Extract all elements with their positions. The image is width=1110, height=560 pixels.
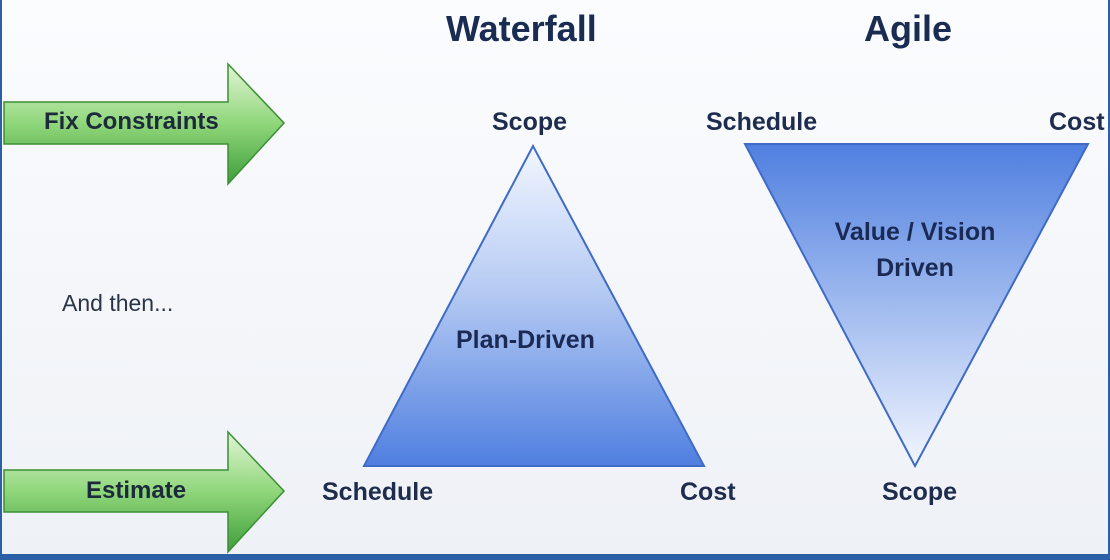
plan-driven-label: Plan-Driven (456, 326, 595, 354)
estimate-label: Estimate (86, 477, 187, 504)
waterfall-heading: Waterfall (446, 8, 597, 49)
agile-schedule-label: Schedule (706, 108, 818, 136)
agile-heading: Agile (864, 8, 953, 49)
agile-cost-label: Cost (1049, 108, 1105, 136)
frame-left-border (0, 0, 2, 560)
frame-bottom-border (0, 554, 1110, 560)
agile-scope-label: Scope (882, 478, 958, 506)
fix-constraints-arrow (3, 62, 286, 186)
and-then-note: And then... (62, 290, 174, 316)
waterfall-scope-label: Scope (492, 108, 568, 136)
waterfall-schedule-label: Schedule (322, 478, 434, 506)
driven-label: Driven (876, 254, 954, 282)
waterfall-triangle (362, 143, 706, 467)
waterfall-cost-label: Cost (680, 478, 736, 506)
agile-triangle (743, 143, 1090, 469)
fix-constraints-label: Fix Constraints (44, 108, 219, 135)
estimate-arrow (3, 430, 286, 554)
frame-right-border (1108, 0, 1110, 560)
value-vision-label: Value / Vision (834, 218, 996, 246)
